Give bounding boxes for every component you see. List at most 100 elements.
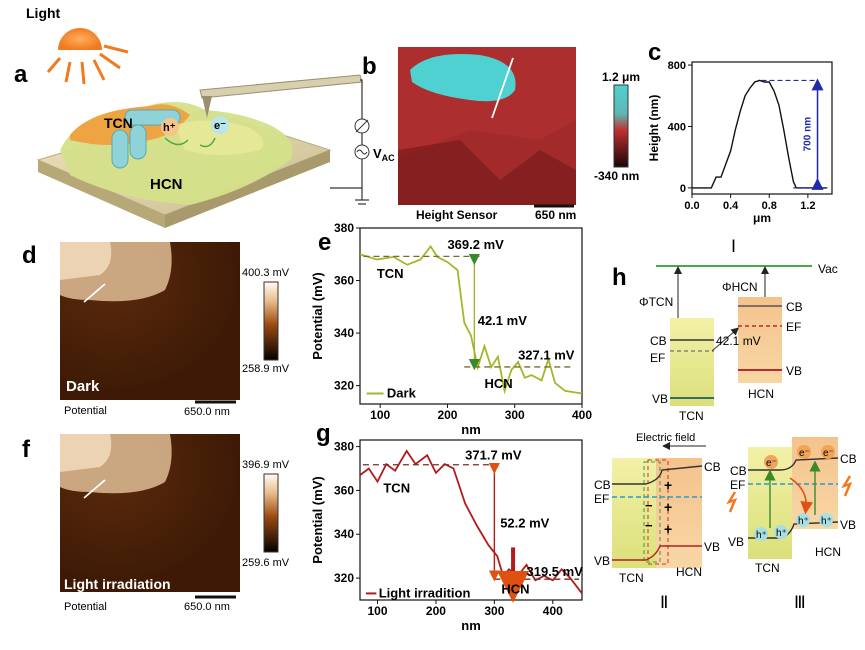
panel-label-f: f	[22, 436, 31, 463]
cylinder-icon	[111, 109, 181, 169]
minus-sign: −	[645, 518, 653, 533]
panel-f: f Light irradiation Potential 650.0 nm 3…	[22, 434, 290, 613]
plot-frame	[691, 61, 833, 195]
vac-label-h: Vac	[818, 262, 838, 276]
y-tick-label: 320	[334, 379, 354, 393]
hole-label: h⁺	[756, 530, 767, 541]
panel-a: a Light TCN HCN h⁺ e⁻	[14, 5, 395, 228]
line-profile-marker	[83, 283, 106, 303]
x-tick-label: 100	[370, 408, 390, 422]
vb-label-hcn-2: VB	[704, 540, 720, 554]
electron-icon	[821, 445, 835, 459]
x-axis-label: nm	[461, 618, 481, 633]
delta-value: 42.1 mV	[478, 313, 527, 328]
electron-label: e⁻	[823, 448, 834, 459]
colorbar-f-min: 259.6 mV	[242, 557, 290, 569]
x-tick-label: 100	[368, 604, 388, 618]
potential-caption-d: Potential	[64, 405, 107, 417]
height-map-feature	[410, 54, 516, 102]
y-axis-label: Potential (mV)	[310, 272, 325, 359]
phi-tcn-label: ΦTCN	[639, 295, 673, 309]
electron-label: e⁻	[214, 120, 226, 132]
electron-label: e⁻	[766, 458, 777, 469]
electron-label: e⁻	[799, 448, 810, 459]
light-label: Light	[26, 5, 61, 21]
ef-label-tcn-2: EF	[594, 492, 609, 506]
x-tick-label: 300	[484, 604, 504, 618]
hcn-value: 319.5 mV	[527, 564, 584, 579]
panel-e: e 100 200 300 400 320 340 360 380 nm Potential (m…	[310, 221, 592, 437]
x-axis-label: μm	[753, 211, 771, 225]
hcn-value: 327.1 mV	[518, 347, 575, 362]
y-tick-label: 340	[334, 326, 354, 340]
tcn-band-2	[612, 458, 656, 568]
ef-label-tcn-3: EF	[730, 478, 745, 492]
x-tick-label: 300	[505, 408, 525, 422]
circuit	[330, 79, 370, 205]
hole-label: h⁺	[776, 528, 787, 539]
cb-label-tcn-2: CB	[594, 478, 611, 492]
height-colorbar	[613, 84, 629, 168]
panel-label-c: c	[648, 39, 661, 66]
y-tick-label: 360	[334, 274, 354, 288]
hcn-label: HCN	[150, 176, 183, 193]
x-tick-label: 0.0	[684, 200, 699, 212]
charge-path	[164, 137, 189, 146]
tcn-label-h1: TCN	[679, 409, 704, 423]
plus-sign: +	[664, 477, 672, 493]
cb-label-tcn-3: CB	[730, 464, 747, 478]
roman-2: Ⅱ	[660, 593, 668, 612]
chart-e: 100 200 300 400 320 340 360 380 nm Potential (mV)…	[310, 221, 592, 437]
tcn-label-h3: TCN	[755, 561, 780, 575]
hole-icon	[754, 527, 768, 541]
hcn-annotation: HCN	[484, 376, 512, 391]
hole-label: h⁺	[798, 516, 809, 527]
vb-label-tcn-3: VB	[728, 535, 744, 549]
electron-icon	[764, 455, 778, 469]
y-axis-label: Height (nm)	[647, 95, 661, 162]
minus-sign: −	[645, 498, 653, 513]
y-axis-label: Potential (mV)	[310, 476, 325, 563]
hcn-label-h2: HCN	[676, 565, 702, 579]
electric-field-label: Electric field	[636, 432, 695, 444]
line-profile-marker	[491, 57, 514, 119]
legend-label: Light irradition	[379, 585, 471, 600]
tcn-label: TCN	[104, 115, 133, 131]
potential-colorbar-f	[263, 473, 279, 553]
vb-label-tcn-2: VB	[594, 554, 610, 568]
x-tick-label: 200	[437, 408, 457, 422]
x-tick-label: 0.4	[723, 200, 739, 212]
hole-icon	[819, 513, 833, 527]
scale-bar-f-label: 650.0 nm	[184, 601, 230, 613]
colorbar-d-max: 400.3 mV	[242, 267, 290, 279]
charge-path	[199, 137, 216, 148]
y-tick-label: 0	[680, 183, 686, 195]
y-tick-label: 320	[334, 571, 354, 585]
y-tick-label: 400	[668, 121, 686, 133]
lightning-icon	[726, 491, 738, 513]
height-sensor-caption: Height Sensor	[416, 208, 498, 222]
vac-label: VAC	[373, 146, 395, 163]
sample-stage	[36, 101, 332, 228]
tcn-annotation: TCN	[383, 481, 410, 496]
plot-frame	[359, 439, 583, 601]
x-tick-label: 0.8	[762, 200, 777, 212]
tcn-label-h2: TCN	[619, 571, 644, 585]
tcn-annotation: TCN	[377, 266, 404, 281]
hole-icon	[796, 513, 810, 527]
x-axis-label: nm	[461, 422, 481, 437]
lightning-icon	[841, 475, 853, 497]
hcn-label-h1: HCN	[748, 387, 774, 401]
plus-sign: +	[664, 499, 672, 515]
height-colorbar-max: 1.2 μm	[602, 70, 640, 84]
potential-caption-f: Potential	[64, 601, 107, 613]
panel-label-d: d	[22, 242, 37, 269]
tcn-value: 369.2 mV	[447, 237, 504, 252]
plot-frame	[359, 227, 583, 405]
potential-colorbar-d	[263, 281, 279, 361]
roman-3: Ⅲ	[794, 593, 806, 612]
electron-icon	[797, 445, 811, 459]
electron-icon	[211, 116, 229, 134]
y-tick-label: 340	[334, 527, 354, 541]
panel-d: d Dark Potential 650.0 nm 400.3 mV 258.9…	[22, 242, 290, 418]
